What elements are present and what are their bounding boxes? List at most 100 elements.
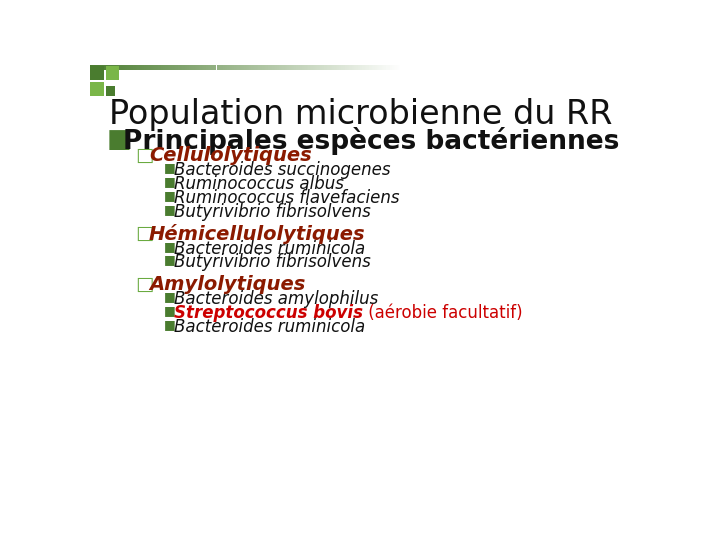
Bar — [243, 65, 244, 70]
Bar — [224, 65, 225, 70]
Bar — [192, 65, 193, 70]
Bar — [412, 65, 413, 70]
Bar — [451, 65, 452, 70]
Text: □: □ — [135, 275, 153, 294]
Text: Population microbienne du RR: Population microbienne du RR — [109, 98, 613, 131]
Bar — [386, 65, 387, 70]
Bar — [512, 65, 513, 70]
Bar — [302, 65, 303, 70]
Bar — [413, 65, 415, 70]
Bar — [236, 65, 237, 70]
Bar — [398, 65, 399, 70]
Bar — [276, 65, 277, 70]
Bar — [619, 65, 620, 70]
Bar — [477, 65, 478, 70]
Bar — [365, 65, 366, 70]
Bar — [123, 65, 124, 70]
Bar — [274, 65, 275, 70]
Bar — [167, 65, 168, 70]
Bar — [402, 65, 403, 70]
Bar — [202, 65, 203, 70]
Bar — [255, 65, 256, 70]
Bar — [336, 65, 337, 70]
Bar — [496, 65, 497, 70]
Bar — [109, 65, 110, 70]
Bar — [183, 65, 184, 70]
Bar — [429, 65, 430, 70]
Bar — [160, 65, 161, 70]
Bar — [120, 65, 121, 70]
Bar — [431, 65, 432, 70]
Bar — [266, 65, 267, 70]
Bar — [127, 65, 128, 70]
Bar — [325, 65, 326, 70]
Bar — [498, 65, 499, 70]
Bar — [564, 65, 565, 70]
Bar — [452, 65, 453, 70]
Bar — [320, 65, 321, 70]
Bar — [247, 65, 248, 70]
Bar — [428, 65, 429, 70]
Bar — [640, 65, 641, 70]
Bar — [139, 65, 140, 70]
Bar — [375, 65, 376, 70]
Bar — [103, 65, 104, 70]
Text: Ruminococcus flavefaciens: Ruminococcus flavefaciens — [174, 189, 399, 207]
Bar — [638, 65, 639, 70]
Bar — [271, 65, 272, 70]
Bar — [170, 65, 171, 70]
Bar — [294, 65, 295, 70]
Bar — [566, 65, 567, 70]
Bar — [352, 65, 353, 70]
Bar — [94, 65, 96, 70]
Bar — [366, 65, 367, 70]
Bar — [253, 65, 255, 70]
Bar — [568, 65, 569, 70]
Bar — [378, 65, 379, 70]
Bar — [283, 65, 284, 70]
Bar — [234, 65, 235, 70]
Bar — [508, 65, 509, 70]
Bar — [347, 65, 348, 70]
Bar — [445, 65, 446, 70]
Bar — [571, 65, 572, 70]
Bar — [382, 65, 383, 70]
Bar — [232, 65, 233, 70]
Bar — [187, 65, 188, 70]
Bar — [472, 65, 473, 70]
Bar — [580, 65, 581, 70]
Bar — [510, 65, 511, 70]
Bar — [303, 65, 304, 70]
Bar — [539, 65, 540, 70]
Bar — [297, 65, 298, 70]
Bar — [504, 65, 505, 70]
Bar — [379, 65, 380, 70]
Bar — [495, 65, 496, 70]
Bar — [309, 65, 310, 70]
Bar — [626, 65, 627, 70]
Bar — [543, 65, 544, 70]
Bar — [317, 65, 318, 70]
Bar — [246, 65, 247, 70]
Bar — [615, 65, 616, 70]
Bar — [397, 65, 398, 70]
Bar — [285, 65, 286, 70]
Bar — [96, 65, 97, 70]
Bar — [121, 65, 122, 70]
Bar — [427, 65, 428, 70]
Bar — [475, 65, 476, 70]
Bar — [610, 65, 611, 70]
Bar — [145, 65, 146, 70]
Bar — [280, 65, 281, 70]
Bar — [492, 65, 493, 70]
Bar — [337, 65, 338, 70]
Bar — [158, 65, 159, 70]
Bar — [290, 65, 291, 70]
Bar — [214, 65, 215, 70]
Bar — [174, 65, 176, 70]
Bar — [92, 65, 93, 70]
Bar — [441, 65, 442, 70]
Bar — [553, 65, 554, 70]
Bar — [488, 65, 489, 70]
Bar — [217, 65, 218, 70]
